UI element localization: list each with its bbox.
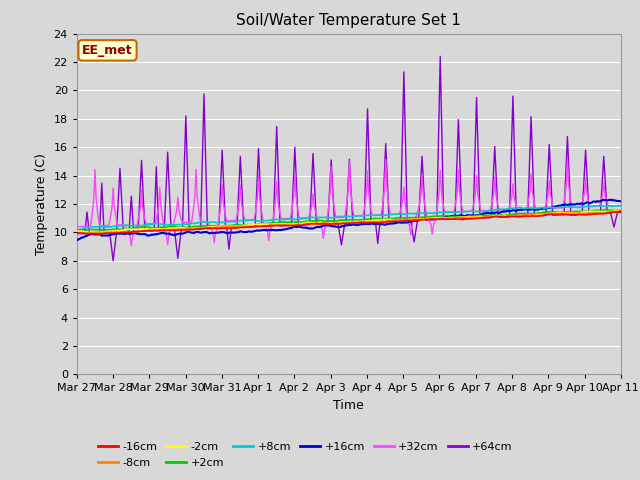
-8cm	[242, 224, 250, 229]
+16cm	[473, 213, 481, 218]
+32cm	[303, 215, 311, 221]
+32cm	[406, 223, 413, 229]
-8cm	[617, 208, 625, 214]
Line: -16cm: -16cm	[77, 211, 621, 234]
-16cm	[73, 230, 81, 236]
-8cm	[73, 231, 81, 237]
Text: EE_met: EE_met	[82, 44, 133, 57]
-2cm	[404, 217, 412, 223]
+2cm	[302, 218, 310, 224]
Line: +64cm: +64cm	[77, 56, 621, 261]
+32cm	[73, 224, 81, 229]
-16cm	[568, 212, 576, 218]
+16cm	[242, 229, 250, 235]
+64cm	[436, 53, 444, 59]
+16cm	[378, 221, 385, 227]
+32cm	[382, 156, 390, 162]
-16cm	[404, 218, 412, 224]
-16cm	[243, 224, 251, 230]
-16cm	[378, 220, 386, 226]
+2cm	[567, 209, 575, 215]
+32cm	[127, 243, 135, 249]
+32cm	[243, 217, 251, 223]
+64cm	[404, 218, 412, 224]
-2cm	[92, 230, 100, 236]
-2cm	[474, 214, 481, 219]
+2cm	[601, 207, 609, 213]
-2cm	[617, 207, 625, 213]
+64cm	[569, 212, 577, 217]
-2cm	[303, 219, 311, 225]
+2cm	[403, 215, 411, 221]
+64cm	[243, 224, 251, 230]
-16cm	[474, 216, 481, 221]
+16cm	[302, 225, 310, 230]
-2cm	[243, 222, 251, 228]
Line: -2cm: -2cm	[77, 210, 621, 233]
+64cm	[378, 219, 386, 225]
+64cm	[109, 258, 117, 264]
+8cm	[73, 228, 81, 234]
+8cm	[302, 216, 310, 221]
+8cm	[617, 203, 625, 208]
+64cm	[475, 175, 483, 181]
-2cm	[378, 217, 386, 223]
X-axis label: Time: Time	[333, 399, 364, 412]
+32cm	[378, 204, 386, 210]
+32cm	[617, 203, 625, 208]
-2cm	[73, 228, 81, 234]
+8cm	[242, 218, 250, 224]
+64cm	[73, 231, 81, 237]
+16cm	[73, 238, 81, 243]
+8cm	[567, 204, 575, 210]
+2cm	[473, 213, 481, 218]
+2cm	[242, 222, 250, 228]
-16cm	[303, 221, 311, 227]
+32cm	[569, 204, 577, 210]
Line: +2cm: +2cm	[77, 210, 621, 230]
Y-axis label: Temperature (C): Temperature (C)	[35, 153, 48, 255]
Line: -8cm: -8cm	[77, 211, 621, 234]
+64cm	[617, 210, 625, 216]
+8cm	[473, 209, 481, 215]
-8cm	[378, 219, 385, 225]
Line: +16cm: +16cm	[77, 200, 621, 240]
Line: +32cm: +32cm	[77, 159, 621, 246]
+16cm	[403, 219, 411, 225]
+16cm	[617, 198, 625, 204]
+64cm	[303, 222, 311, 228]
+2cm	[617, 207, 625, 213]
-8cm	[403, 216, 411, 222]
-16cm	[95, 231, 103, 237]
+16cm	[567, 202, 575, 207]
-8cm	[302, 221, 310, 227]
-16cm	[617, 208, 625, 214]
+8cm	[378, 213, 385, 218]
-2cm	[568, 210, 576, 216]
+16cm	[608, 197, 616, 203]
+2cm	[378, 216, 385, 222]
Line: +8cm: +8cm	[77, 205, 621, 231]
Legend: -16cm, -8cm, -2cm, +2cm, +8cm, +16cm, +32cm, +64cm: -16cm, -8cm, -2cm, +2cm, +8cm, +16cm, +3…	[93, 438, 517, 472]
+32cm	[475, 198, 483, 204]
-8cm	[473, 215, 481, 220]
+8cm	[403, 211, 411, 217]
-8cm	[567, 210, 575, 216]
+2cm	[73, 227, 81, 233]
Title: Soil/Water Temperature Set 1: Soil/Water Temperature Set 1	[236, 13, 461, 28]
